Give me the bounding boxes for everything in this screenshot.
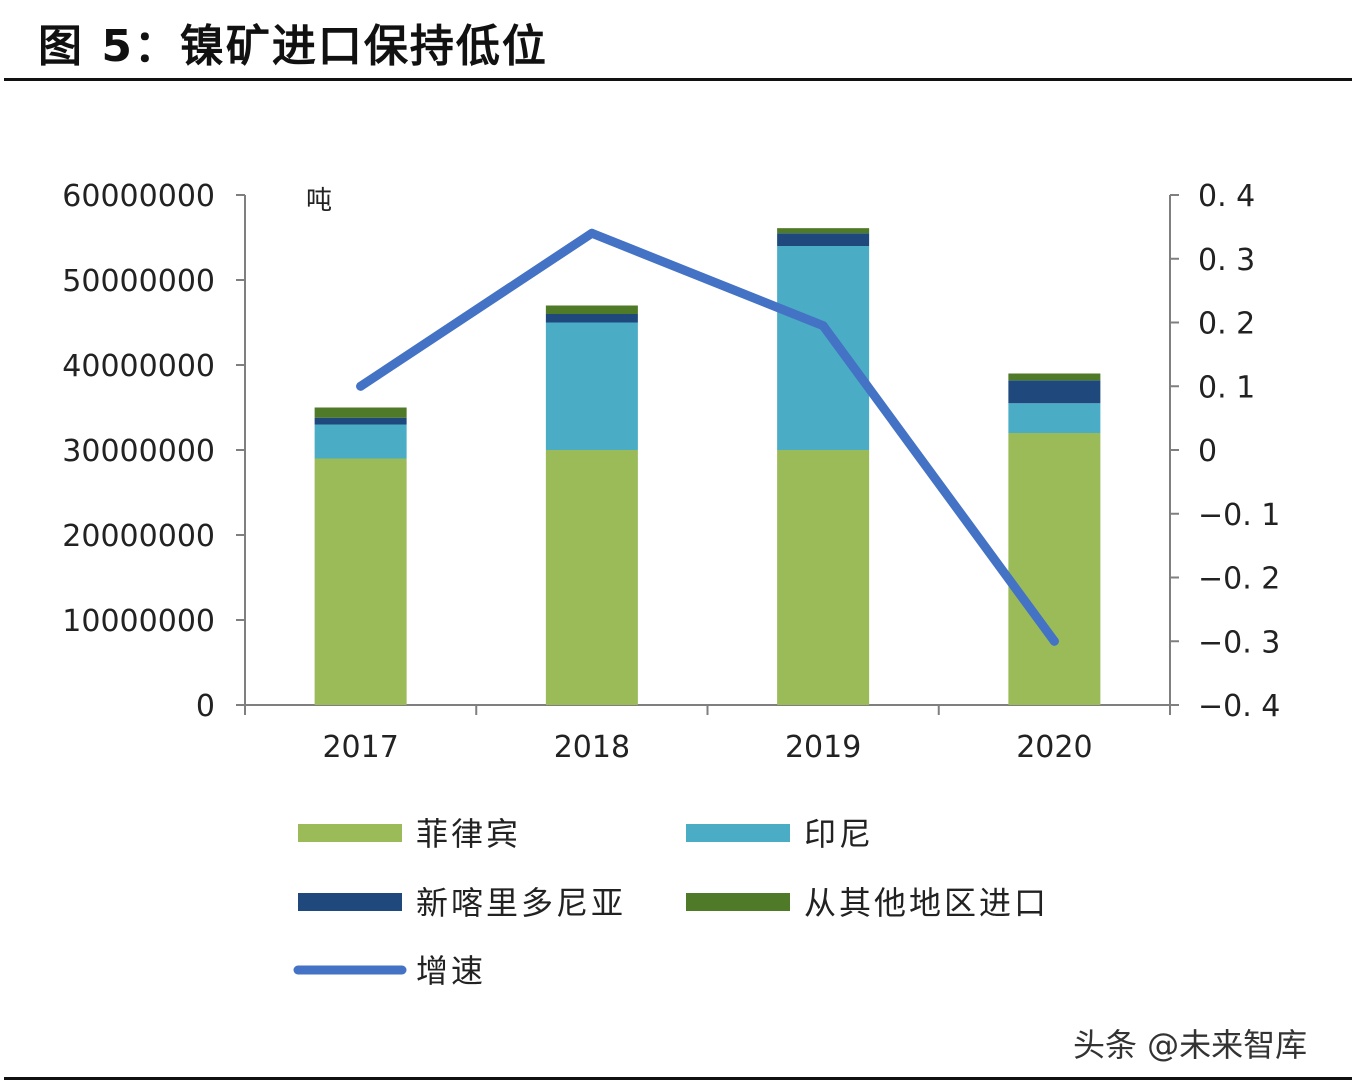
bar-segment bbox=[545, 450, 638, 705]
right-tick-label: −0. 4 bbox=[1198, 689, 1280, 724]
bar-segment bbox=[545, 305, 638, 314]
x-tick-label: 2018 bbox=[554, 730, 630, 765]
legend-label: 从其他地区进口 bbox=[804, 884, 1049, 922]
bar-segment bbox=[777, 228, 870, 234]
left-tick-label: 0 bbox=[196, 689, 215, 724]
right-tick-label: 0 bbox=[1198, 434, 1217, 469]
legend-swatch bbox=[298, 893, 402, 911]
right-tick-label: 0. 2 bbox=[1198, 307, 1255, 342]
bar-segment bbox=[1008, 380, 1101, 404]
legend-swatch bbox=[686, 824, 790, 842]
left-tick-label: 60000000 bbox=[62, 179, 215, 214]
right-tick-label: 0. 1 bbox=[1198, 370, 1255, 405]
chart-line bbox=[356, 228, 1059, 646]
bottom-divider bbox=[4, 1077, 1352, 1080]
legend-swatch bbox=[686, 893, 790, 911]
bar-segment bbox=[545, 314, 638, 323]
growth-point bbox=[1049, 636, 1059, 646]
bar-segment bbox=[314, 424, 407, 459]
left-tick-label: 10000000 bbox=[62, 604, 215, 639]
right-tick-label: −0. 3 bbox=[1198, 625, 1280, 660]
legend-label: 菲律宾 bbox=[416, 815, 521, 853]
x-tick-label: 2019 bbox=[785, 730, 861, 765]
left-tick-label: 40000000 bbox=[62, 349, 215, 384]
bar-segment bbox=[1008, 433, 1101, 705]
growth-point bbox=[818, 321, 828, 331]
left-tick-label: 20000000 bbox=[62, 519, 215, 554]
bar-segment bbox=[777, 233, 870, 246]
growth-line bbox=[356, 228, 1059, 646]
bar-segment bbox=[314, 417, 407, 425]
left-axis-unit: 吨 bbox=[306, 186, 332, 216]
x-tick-label: 2017 bbox=[322, 730, 398, 765]
right-tick-label: 0. 3 bbox=[1198, 243, 1255, 278]
bar-segment bbox=[545, 322, 638, 450]
bar-segment bbox=[314, 407, 407, 418]
watermark: 头条 @未来智库 bbox=[1073, 1026, 1308, 1064]
growth-point bbox=[356, 381, 366, 391]
bar-segment bbox=[777, 450, 870, 705]
legend-swatch bbox=[298, 824, 402, 842]
right-tick-label: 0. 4 bbox=[1198, 179, 1255, 214]
figure-title: 图 5：镍矿进口保持低位 bbox=[38, 21, 548, 72]
bar-segment bbox=[777, 246, 870, 450]
bar-segment bbox=[1008, 403, 1101, 433]
x-tick-label: 2020 bbox=[1016, 730, 1092, 765]
chart-bars bbox=[314, 228, 1101, 705]
bar-segment bbox=[1008, 373, 1101, 381]
growth-point bbox=[587, 228, 597, 238]
left-tick-label: 50000000 bbox=[62, 264, 215, 299]
legend-label: 新喀里多尼亚 bbox=[416, 884, 626, 922]
bar-segment bbox=[314, 458, 407, 705]
legend-label: 增速 bbox=[416, 952, 486, 990]
chart-axes: 0 10000000 20000000 30000000 40000000 5000000… bbox=[62, 179, 1280, 765]
left-tick-label: 30000000 bbox=[62, 434, 215, 469]
legend-label: 印尼 bbox=[804, 815, 874, 853]
right-tick-label: −0. 1 bbox=[1198, 498, 1280, 533]
title-divider bbox=[4, 78, 1352, 81]
right-tick-label: −0. 2 bbox=[1198, 562, 1280, 597]
